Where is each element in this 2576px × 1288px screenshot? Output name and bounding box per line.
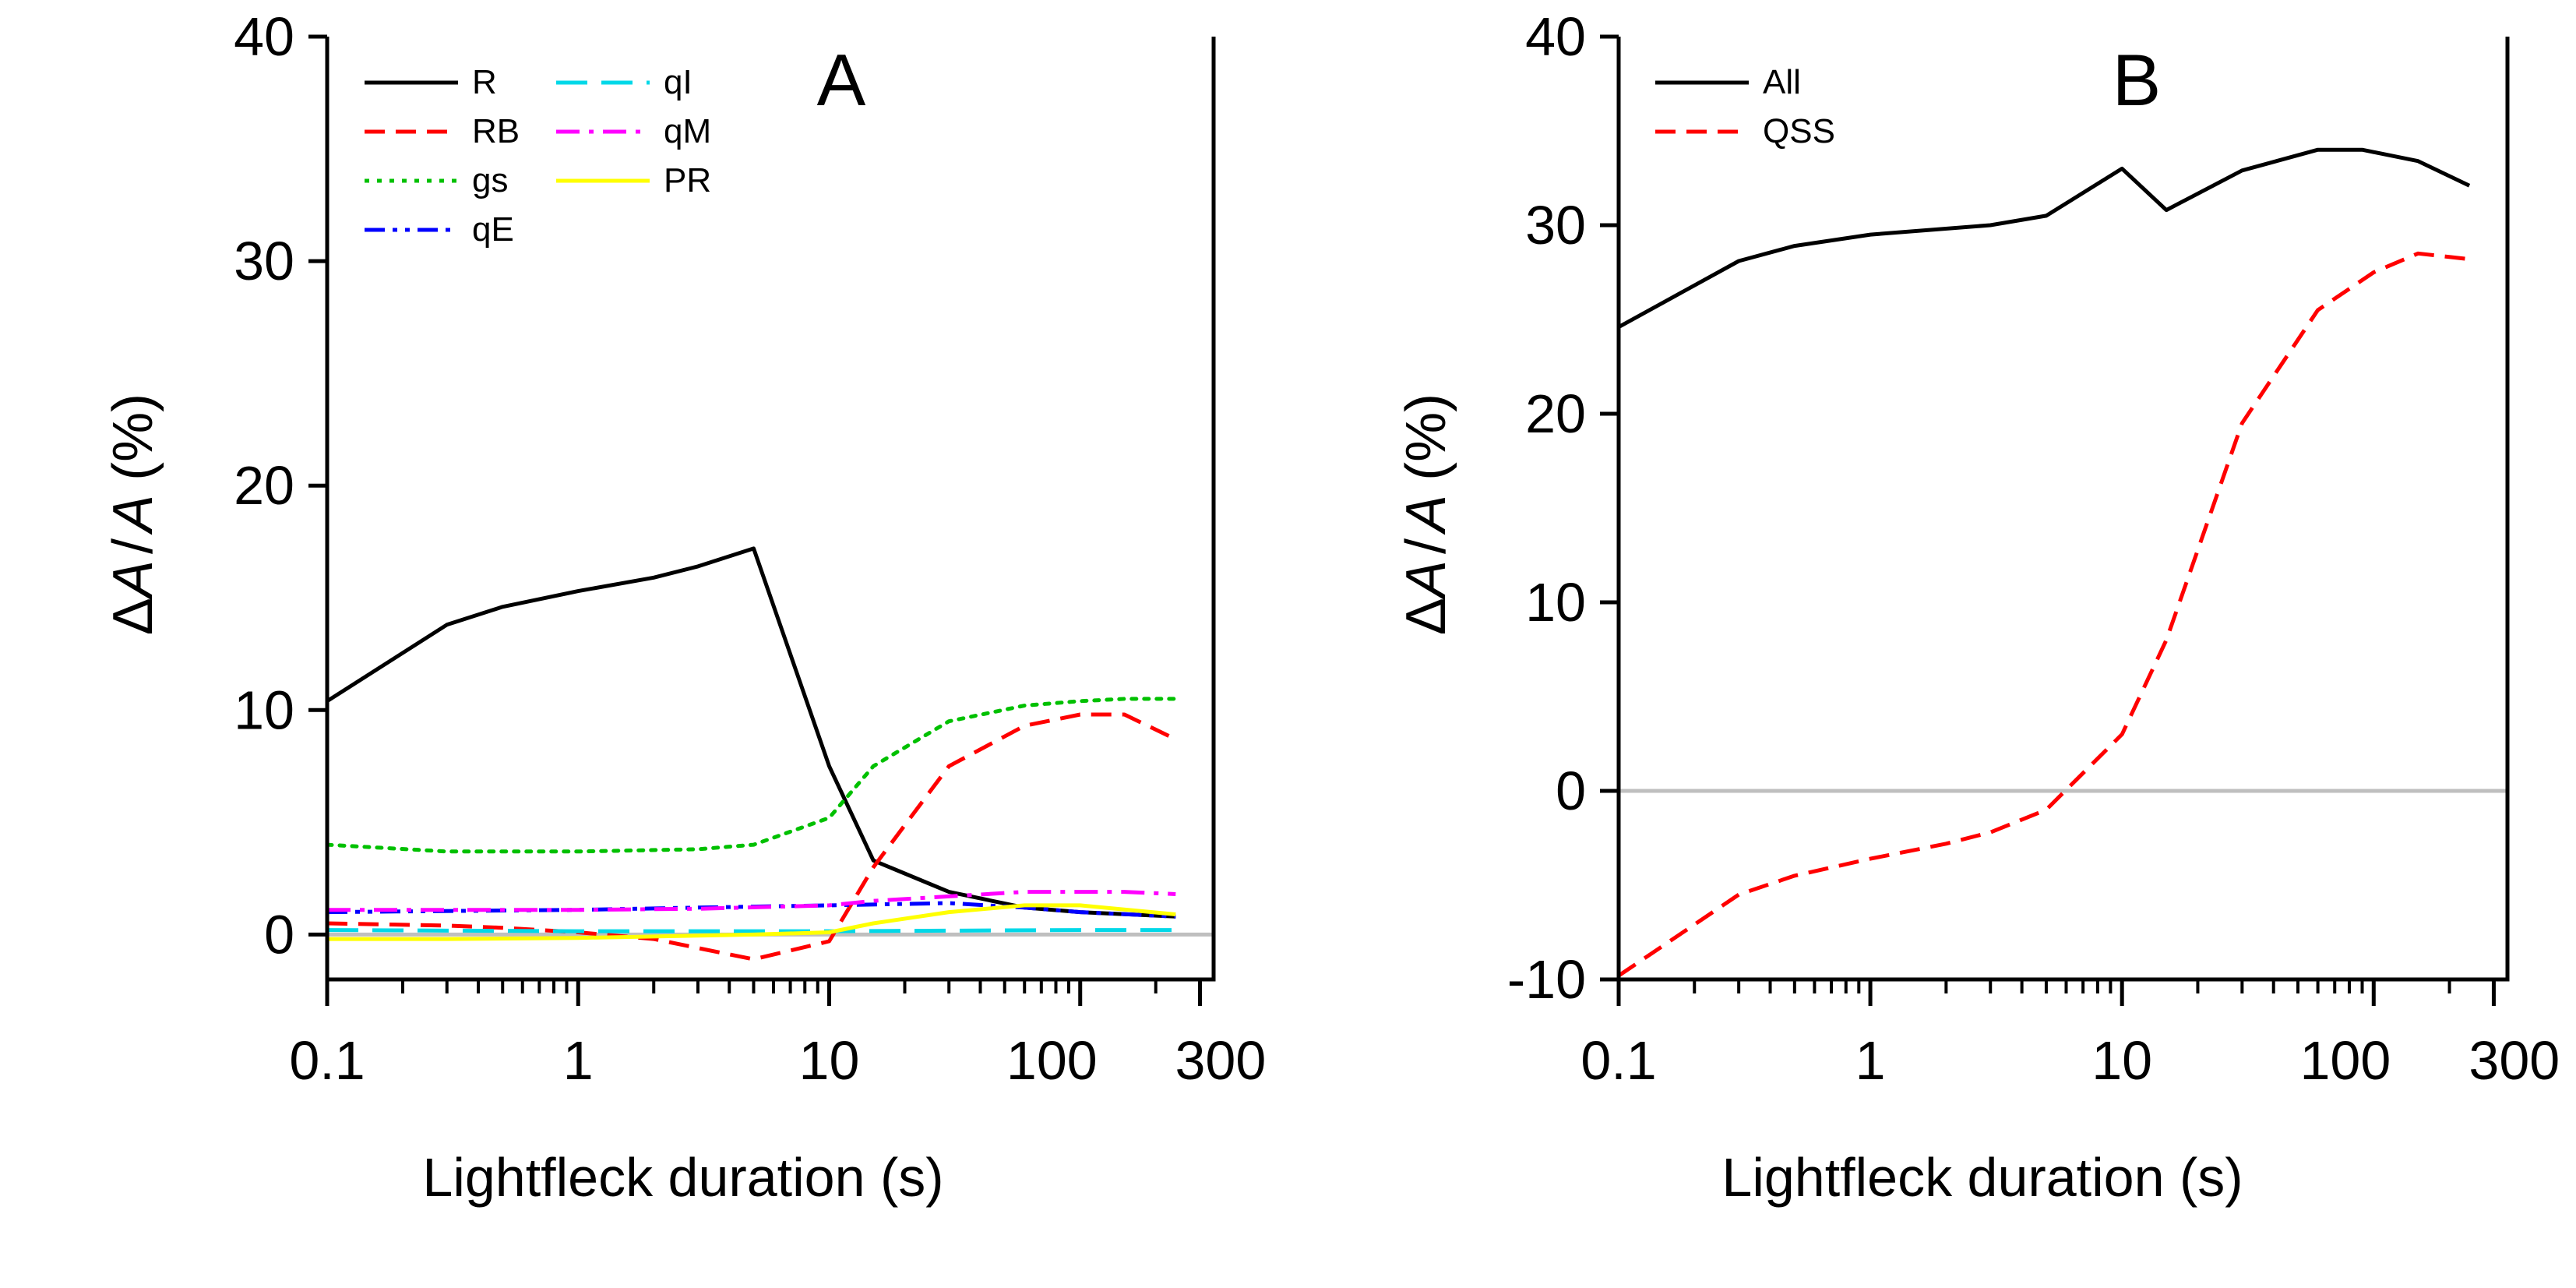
panel-b-y-label-unit: (%) <box>1395 393 1457 481</box>
panel-b-x-axis-label: Lightfleck duration (s) <box>1721 1147 2243 1208</box>
panel-b-y-tick-label: -10 <box>1507 949 1586 1010</box>
panel-a-x-tick-label: 0.1 <box>289 1030 365 1091</box>
panel-b-y-tick-label: 40 <box>1525 6 1586 67</box>
panel-a-x-tick-label: 300 <box>1175 1030 1266 1091</box>
panel-a-y-tick-label: 10 <box>234 679 294 740</box>
panel-b-x-tick-label: 300 <box>2469 1030 2560 1091</box>
panel-a-y-tick-label: 40 <box>234 6 294 67</box>
panel-b-y-tick-label: 0 <box>1556 760 1586 821</box>
panel-a-legend-label-pr: PR <box>664 161 711 199</box>
panel-b-y-axis-label: ΔA/A(%) <box>1395 393 1457 635</box>
panel-a-legend-label-rb: RB <box>472 112 520 150</box>
panel-a-y-axis-label: ΔA/A(%) <box>102 393 164 635</box>
panel-b-y-tick-label: 10 <box>1525 572 1586 633</box>
panel-a-y-label-var1: A <box>102 560 164 601</box>
panel-b-y-label-delta: Δ <box>1395 598 1457 635</box>
panel-a-x-axis-label: Lightfleck duration (s) <box>422 1147 943 1208</box>
panel-a-y-label-unit: (%) <box>102 393 164 481</box>
panel-a-x-tick-label: 1 <box>563 1030 594 1091</box>
panel-b-x-tick-label: 100 <box>2299 1030 2391 1091</box>
panel-a-label: A <box>817 39 866 121</box>
panel-a-legend-label-gs: gs <box>472 161 508 199</box>
panel-a-y-tick-label: 30 <box>234 231 294 291</box>
panel-b-y-label-var1: A <box>1395 560 1457 601</box>
panel-b-x-tick-label: 0.1 <box>1580 1030 1656 1091</box>
panel-b-y-label-slash: / <box>1395 538 1457 554</box>
panel-b-x-tick-label: 1 <box>1855 1030 1886 1091</box>
panel-b-label: B <box>2113 39 2162 121</box>
panel-a-legend-label-qe: qE <box>472 210 514 249</box>
panel-a-legend-label-qm: qM <box>664 112 711 150</box>
panel-a-y-label-var2: A <box>102 495 164 535</box>
panel-b-y-label-var2: A <box>1395 495 1457 535</box>
panel-b-y-tick-label: 20 <box>1525 383 1586 444</box>
panel-a-x-tick-label: 100 <box>1006 1030 1098 1091</box>
panel-a-y-label-slash: / <box>102 538 164 554</box>
panel-a-y-label-delta: Δ <box>102 598 164 635</box>
panel-a-y-tick-label: 0 <box>264 904 294 965</box>
panel-a-legend-label-qi: qI <box>664 63 692 101</box>
panel-b-legend-label-all: All <box>1763 63 1801 101</box>
panel-a-y-tick-label: 20 <box>234 455 294 516</box>
panel-a-x-tick-label: 10 <box>799 1030 860 1091</box>
panel-b-legend-label-qss: QSS <box>1763 112 1835 150</box>
panel-b-x-tick-label: 10 <box>2091 1030 2152 1091</box>
panel-a-legend-label-r: R <box>472 63 497 101</box>
panel-b-y-tick-label: 30 <box>1525 195 1586 256</box>
